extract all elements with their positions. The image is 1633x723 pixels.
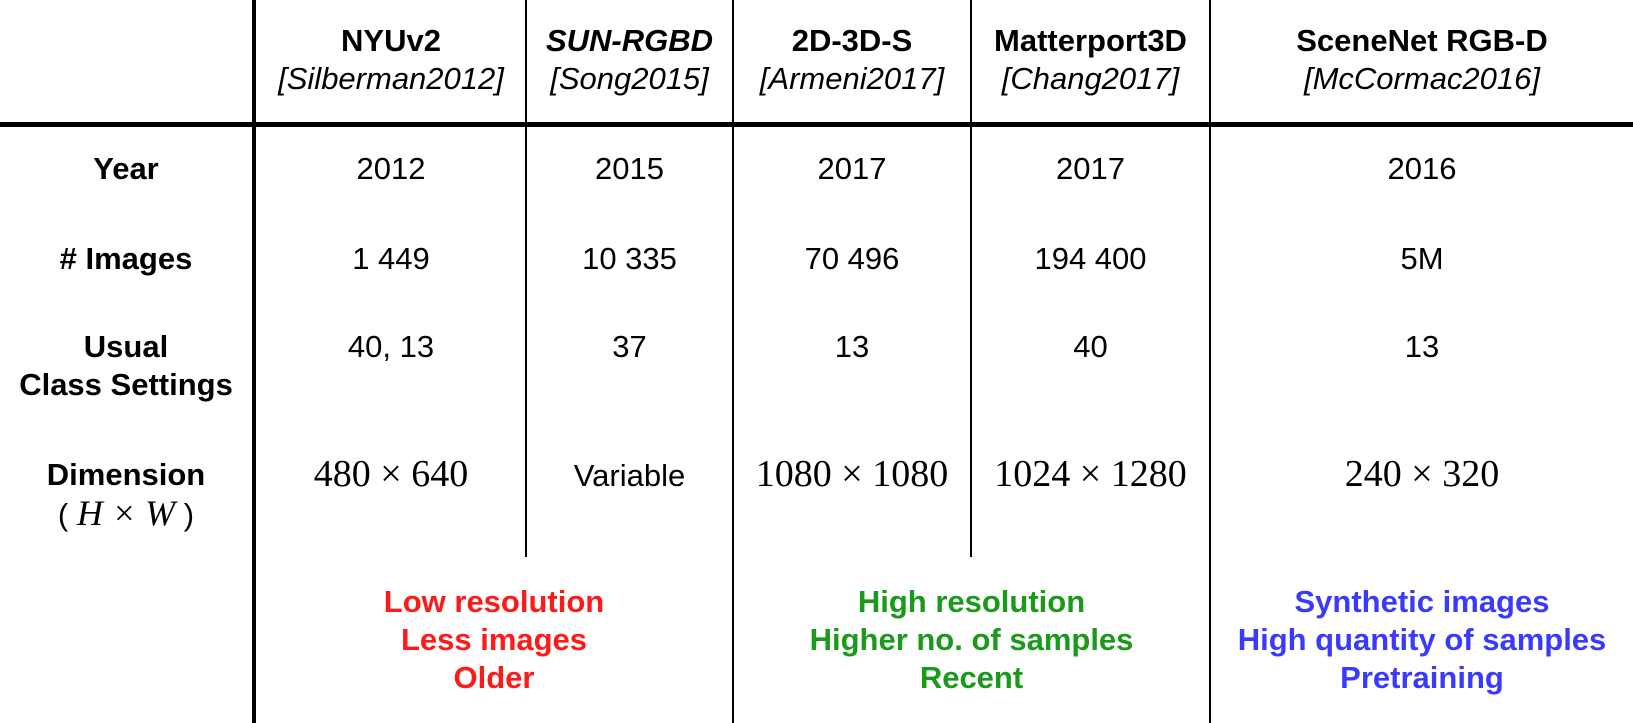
classes-2d-3d-s: 13 (834, 329, 870, 364)
math-h-times-w: H × W (76, 493, 176, 533)
classes-matterport3d: 40 (1073, 329, 1108, 364)
header-separator-line (0, 122, 1633, 127)
dataset-citation: [Chang2017] (1001, 61, 1180, 96)
note-group-synthetic: Synthetic images High quantity of sample… (1211, 583, 1633, 697)
note-line: Higher no. of samples (809, 622, 1134, 657)
note-line: Less images (400, 622, 588, 657)
classes-scenenet: 13 (1404, 329, 1440, 364)
classes-nyuv2: 40, 13 (347, 329, 435, 364)
header-matterport3d: Matterport3D [Chang2017] (972, 22, 1209, 98)
column-divider-2 (732, 0, 734, 723)
classes-sun-rgbd: 37 (612, 329, 647, 364)
images-nyuv2: 1 449 (352, 241, 430, 276)
dataset-name: Matterport3D (994, 23, 1187, 58)
dimension-matterport3d: 1024 × 1280 (994, 453, 1187, 495)
images-scenenet: 5M (1400, 241, 1444, 276)
row-label-line: Usual (83, 329, 169, 364)
header-2d-3d-s: 2D-3D-S [Armeni2017] (734, 22, 970, 98)
row-label-line: Dimension (46, 457, 206, 492)
dataset-citation: [Song2015] (550, 61, 709, 96)
year-sun-rgbd: 2015 (595, 151, 664, 186)
dataset-name: NYUv2 (341, 23, 441, 58)
dataset-name: SceneNet RGB-D (1296, 23, 1548, 58)
images-sun-rgbd: 10 335 (582, 241, 677, 276)
row-label-line: Class Settings (19, 367, 233, 402)
paren-open: ( (57, 497, 69, 532)
year-nyuv2: 2012 (356, 151, 426, 186)
header-nyuv2: NYUv2 [Silberman2012] (256, 22, 526, 98)
row-label-classes: Usual Class Settings (0, 328, 252, 404)
year-2d-3d-s: 2017 (817, 151, 887, 186)
note-line: Synthetic images (1294, 584, 1550, 619)
label-column-separator (252, 0, 256, 723)
year-scenenet: 2016 (1387, 151, 1457, 186)
column-divider-3 (970, 0, 972, 557)
year-matterport3d: 2017 (1056, 151, 1125, 186)
images-matterport3d: 194 400 (1034, 241, 1147, 276)
paren-close: ) (183, 497, 195, 532)
header-scenenet: SceneNet RGB-D [McCormac2016] (1211, 22, 1633, 98)
dataset-citation: [McCormac2016] (1303, 61, 1541, 96)
column-divider-1 (525, 0, 527, 557)
images-2d-3d-s: 70 496 (804, 241, 900, 276)
dimension-nyuv2: 480 × 640 (313, 453, 469, 495)
dimension-2d-3d-s: 1080 × 1080 (755, 453, 949, 495)
dataset-citation: [Armeni2017] (759, 61, 945, 96)
note-group-high-res: High resolution Higher no. of samples Re… (734, 583, 1209, 697)
row-label-year: Year (93, 151, 159, 186)
note-group-low-res: Low resolution Less images Older (256, 583, 732, 697)
header-sun-rgbd: SUN-RGBD [Song2015] (527, 22, 732, 98)
dataset-name: 2D-3D-S (791, 23, 913, 58)
note-line: Low resolution (383, 584, 605, 619)
row-label-images: # Images (59, 241, 193, 276)
note-line: Older (453, 660, 535, 695)
column-divider-4 (1209, 0, 1211, 723)
dimension-scenenet: 240 × 320 (1344, 453, 1500, 495)
note-line: Recent (919, 660, 1024, 695)
note-line: High resolution (857, 584, 1086, 619)
row-label-math: ( H × W ) (0, 494, 252, 534)
note-line: High quantity of samples (1237, 622, 1607, 657)
dataset-citation: [Silberman2012] (278, 61, 504, 96)
row-label-dimension: Dimension ( H × W ) (0, 456, 252, 534)
note-line: Pretraining (1340, 660, 1504, 695)
dimension-sun-rgbd: Variable (573, 458, 686, 493)
dataset-name: SUN-RGBD (545, 23, 714, 58)
